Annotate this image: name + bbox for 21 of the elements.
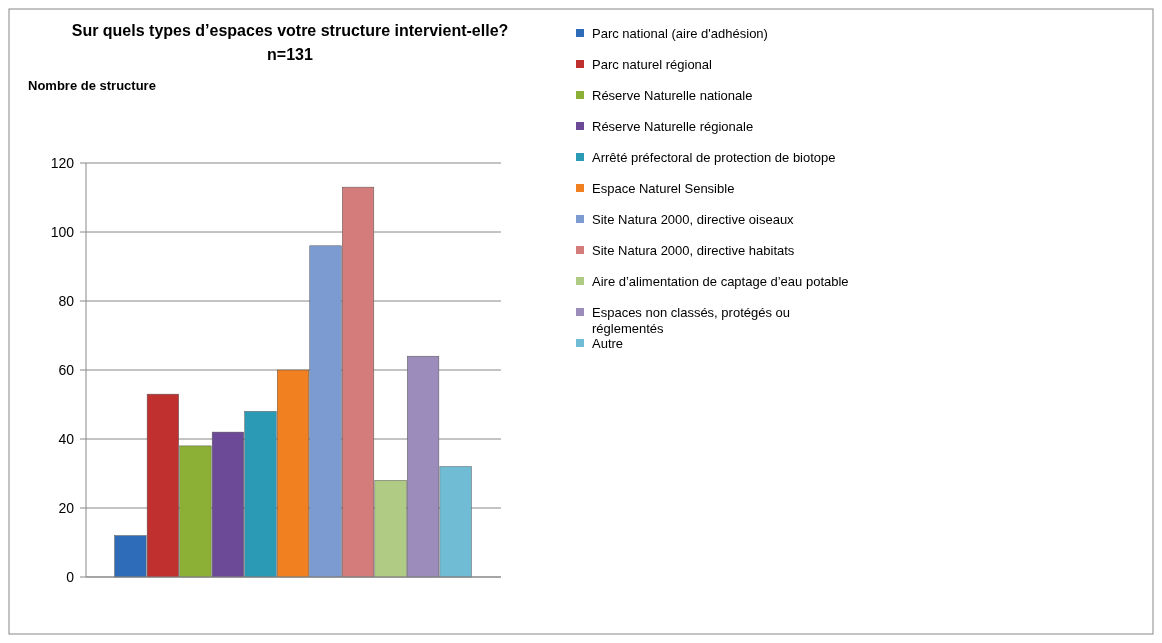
legend-label: Parc naturel régional [592, 57, 713, 72]
legend-label: Aire d’alimentation de captage d’eau potable [592, 274, 849, 289]
y-tick-label: 80 [58, 292, 75, 309]
legend-label: Site Natura 2000, directive habitats [592, 243, 795, 258]
legend-label: Espace Naturel Sensible [592, 181, 735, 196]
legend-label: Site Natura 2000, directive oiseaux [592, 212, 795, 227]
y-tick-label: 60 [58, 361, 75, 378]
chart-title: Sur quels types d’espaces votre structure intervient-elle? [71, 22, 509, 39]
legend-label: Espaces non classés, protégés ou réglementés [592, 305, 791, 336]
legend-label: Parc national (aire d'adhésion) [592, 26, 768, 41]
y-tick-label: 120 [50, 154, 75, 171]
legend-label: Arrêté préfectoral de protection de biotope [592, 150, 836, 165]
y-tick-label: 100 [50, 223, 75, 240]
y-tick-label: 40 [58, 430, 75, 447]
y-axis-title: Nombre de structure [28, 78, 156, 93]
legend-label: Réserve Naturelle régionale [592, 119, 754, 134]
legend-label: Autre [592, 336, 624, 351]
chart-subtitle: n=131 [267, 46, 314, 63]
y-tick-label: 20 [58, 499, 75, 516]
legend-label: Réserve Naturelle nationale [592, 88, 753, 103]
y-tick-label: 0 [66, 568, 75, 585]
